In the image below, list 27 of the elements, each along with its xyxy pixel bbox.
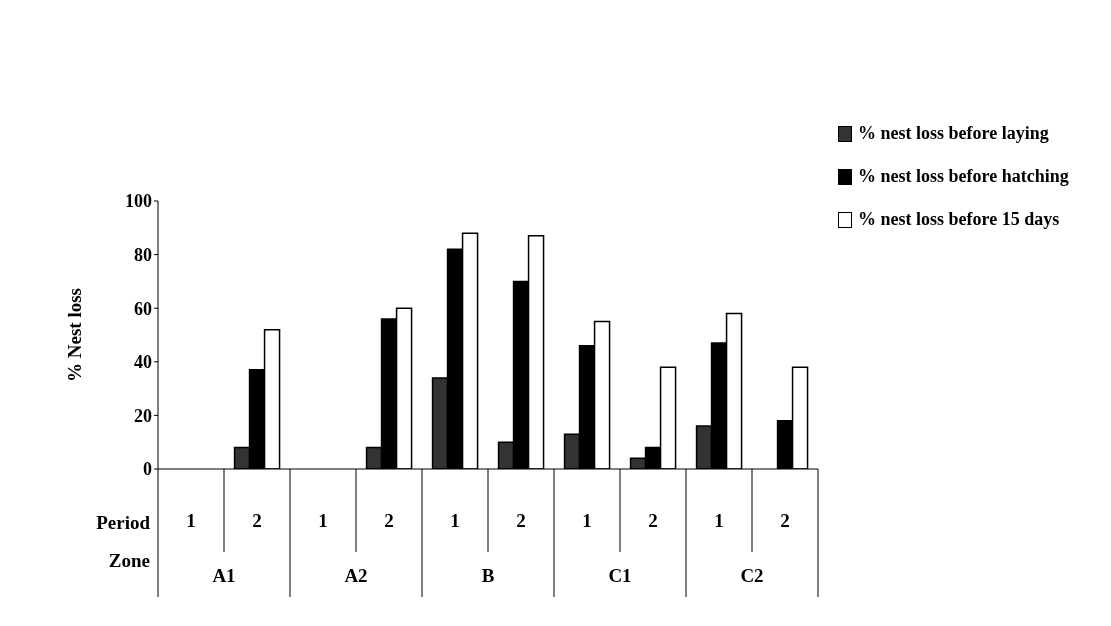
- legend-label: % nest loss before laying: [858, 123, 1049, 144]
- text: B: [481, 565, 495, 586]
- x-tick-label: 2: [780, 510, 790, 531]
- y-tick-label: 80: [134, 244, 152, 265]
- text: C2: [740, 565, 764, 586]
- text: A2: [344, 565, 368, 586]
- x-tick-label: 1: [714, 510, 724, 531]
- x-tick-label: 2: [384, 510, 394, 531]
- x-tick-label: 1: [318, 510, 328, 531]
- text: C1: [608, 565, 632, 586]
- y-tick-label: 40: [134, 352, 152, 373]
- y-tick-label: 0: [143, 459, 152, 480]
- y-tick-label: 20: [134, 405, 152, 426]
- legend-label: % nest loss before hatching: [858, 166, 1069, 187]
- x-tick-label: 2: [516, 510, 526, 531]
- text: Zone: [108, 550, 150, 571]
- text: Period: [96, 512, 151, 533]
- y-axis-title: % Nest loss: [63, 288, 85, 382]
- x-tick-label: 2: [252, 510, 262, 531]
- y-tick-label: 60: [134, 298, 152, 319]
- x-tick-label: 2: [648, 510, 658, 531]
- x-tick-label: 1: [186, 510, 196, 531]
- text: A1: [212, 565, 236, 586]
- y-tick-label: 100: [125, 191, 152, 212]
- x-tick-label: 1: [450, 510, 460, 531]
- legend-label: % nest loss before 15 days: [858, 209, 1060, 230]
- x-tick-label: 1: [582, 510, 592, 531]
